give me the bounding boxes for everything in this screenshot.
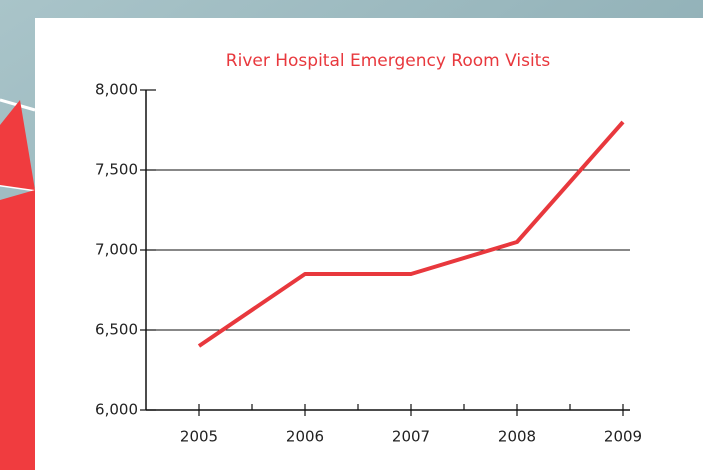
x-tick-label: 2007 xyxy=(392,428,430,446)
decor-shape xyxy=(0,100,35,190)
y-tick-label: 6,000 xyxy=(95,401,138,419)
chart-title: River Hospital Emergency Room Visits xyxy=(226,51,551,71)
x-tick-label: 2005 xyxy=(180,428,218,446)
y-tick-label: 6,500 xyxy=(95,321,138,339)
data-line xyxy=(197,120,625,348)
y-tick-label: 7,500 xyxy=(95,161,138,179)
decor-shape xyxy=(0,190,35,470)
x-tick-label: 2006 xyxy=(286,428,324,446)
x-tick-label: 2008 xyxy=(498,428,536,446)
y-tick-label: 7,000 xyxy=(95,241,138,259)
x-tick-label: 2009 xyxy=(604,428,642,446)
y-tick-label: 8,000 xyxy=(95,81,138,99)
